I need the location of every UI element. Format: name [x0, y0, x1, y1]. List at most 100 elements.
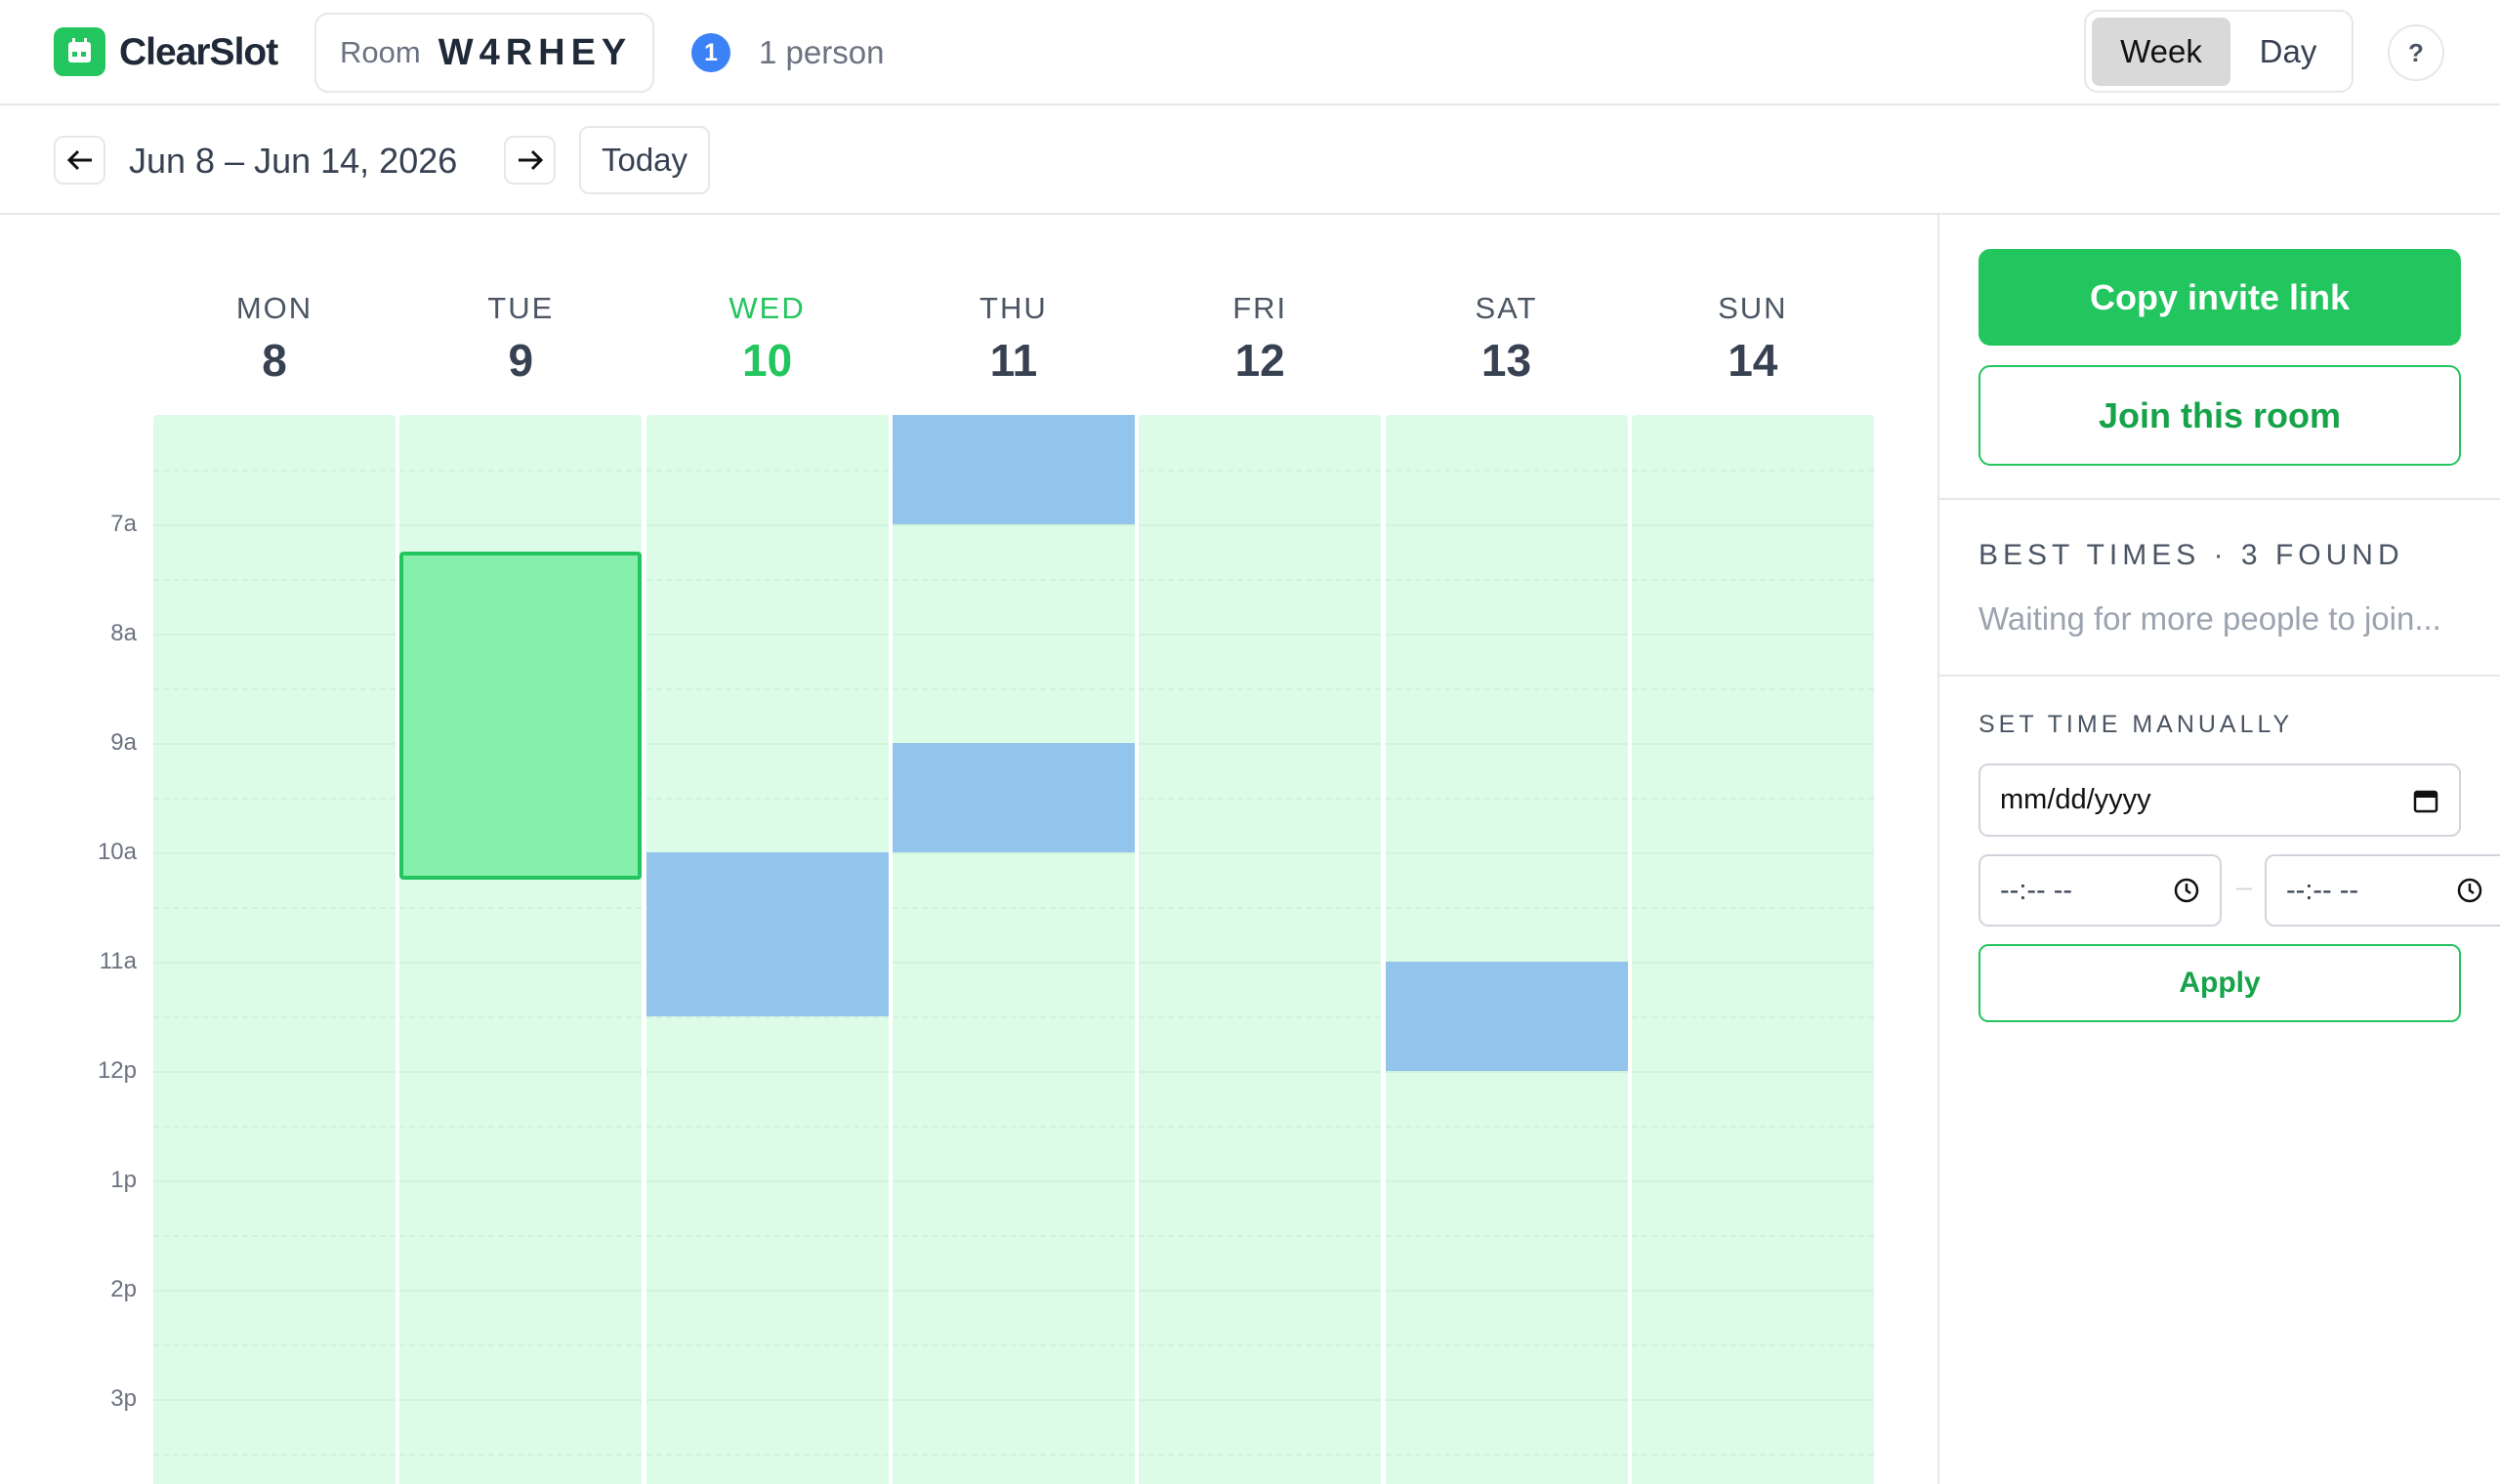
slot-line: [399, 1016, 643, 1018]
slot-line: [1385, 743, 1628, 745]
slot-line: [892, 1126, 1135, 1128]
slot-line: [1631, 1126, 1874, 1128]
slot-line: [646, 1235, 889, 1237]
day-name: THU: [979, 291, 1048, 325]
day-date: 8: [262, 335, 287, 386]
slot-line: [1385, 907, 1628, 909]
slot-line: [1139, 798, 1382, 800]
slot-line: [399, 1290, 643, 1292]
hour-label: 10a: [97, 839, 137, 865]
slot-line: [646, 798, 889, 800]
slot-line: [399, 1235, 643, 1237]
slot-line: [1385, 1454, 1628, 1456]
slot-line: [153, 798, 396, 800]
help-button[interactable]: ?: [2388, 24, 2444, 81]
slot-line: [646, 524, 889, 526]
selected-block[interactable]: [399, 552, 643, 880]
slot-line: [1385, 1126, 1628, 1128]
slot-line: [153, 962, 396, 964]
day-column[interactable]: [153, 415, 396, 1484]
slot-line: [1139, 1071, 1382, 1073]
slot-line: [646, 1454, 889, 1456]
slot-line: [1385, 688, 1628, 690]
view-week[interactable]: Week: [2092, 17, 2230, 86]
sidebar-divider: [1938, 215, 1939, 1484]
slot-line: [646, 1344, 889, 1346]
slot-line: [153, 579, 396, 581]
day-column[interactable]: [1139, 415, 1382, 1484]
slot-line: [1385, 579, 1628, 581]
hour-label: 9a: [110, 729, 137, 756]
slot-line: [1631, 1454, 1874, 1456]
busy-block: [1385, 962, 1628, 1071]
slot-line: [1139, 524, 1382, 526]
busy-block: [892, 415, 1135, 524]
slot-line: [646, 1399, 889, 1401]
slot-line: [1139, 1454, 1382, 1456]
slot-line: [1631, 852, 1874, 854]
clock-icon: [2457, 878, 2482, 903]
logo-icon: [68, 38, 91, 62]
slot-line: [892, 688, 1135, 690]
slot-line: [1139, 1016, 1382, 1018]
date-input[interactable]: mm/dd/yyyy: [1979, 763, 2461, 837]
view-day[interactable]: Day: [2259, 32, 2317, 69]
day-column[interactable]: [892, 415, 1135, 1484]
slot-line: [1139, 579, 1382, 581]
end-time-input[interactable]: --:-- --: [2265, 854, 2500, 927]
hour-label: 1p: [110, 1167, 137, 1193]
slot-line: [399, 1399, 643, 1401]
room-box[interactable]: Room W4RHEY: [314, 13, 654, 93]
day-date: 11: [989, 335, 1038, 386]
slot-line: [399, 524, 643, 526]
slot-line: [153, 852, 396, 854]
slot-line: [1139, 743, 1382, 745]
slot-line: [153, 1016, 396, 1018]
logo[interactable]: [54, 27, 105, 76]
slot-line: [1139, 852, 1382, 854]
day-date: 12: [1234, 335, 1285, 386]
day-name: TUE: [487, 291, 555, 325]
slot-line: [1385, 524, 1628, 526]
hour-label: 3p: [110, 1385, 137, 1412]
slot-line: [646, 470, 889, 472]
slot-line: [1631, 1235, 1874, 1237]
slot-line: [1139, 470, 1382, 472]
slot-line: [399, 962, 643, 964]
slot-line: [646, 1126, 889, 1128]
slot-line: [153, 1071, 396, 1073]
slot-line: [892, 1180, 1135, 1182]
start-time-input[interactable]: --:-- --: [1979, 854, 2222, 927]
slot-line: [153, 1399, 396, 1401]
today-button[interactable]: Today: [579, 126, 710, 194]
join-room-button[interactable]: Join this room: [1979, 365, 2461, 466]
view-toggle: Week Day: [2084, 10, 2354, 93]
slot-line: [1385, 1290, 1628, 1292]
day-name: WED: [729, 291, 806, 325]
app-name: ClearSlot: [119, 31, 278, 73]
day-column[interactable]: [1631, 415, 1874, 1484]
slot-line: [892, 1290, 1135, 1292]
participant-badge: 1: [691, 33, 730, 72]
slot-line: [646, 1016, 889, 1018]
slot-line: [1139, 962, 1382, 964]
prev-button[interactable]: [54, 136, 105, 185]
slot-line: [1631, 470, 1874, 472]
slot-line: [892, 1016, 1135, 1018]
busy-block: [892, 743, 1135, 852]
arrow-left: [66, 149, 92, 171]
slot-line: [1139, 1235, 1382, 1237]
next-button[interactable]: [504, 136, 556, 185]
copy-invite-button[interactable]: Copy invite link: [1979, 249, 2461, 346]
slot-line: [1139, 1399, 1382, 1401]
day-date: 10: [742, 335, 793, 386]
slot-line: [153, 688, 396, 690]
slot-line: [153, 907, 396, 909]
day-column[interactable]: [1385, 415, 1628, 1484]
day-date: 14: [1728, 335, 1778, 386]
apply-button[interactable]: Apply: [1979, 944, 2461, 1022]
slot-line: [892, 1235, 1135, 1237]
time-separator: –: [2236, 872, 2253, 903]
slot-line: [399, 1454, 643, 1456]
